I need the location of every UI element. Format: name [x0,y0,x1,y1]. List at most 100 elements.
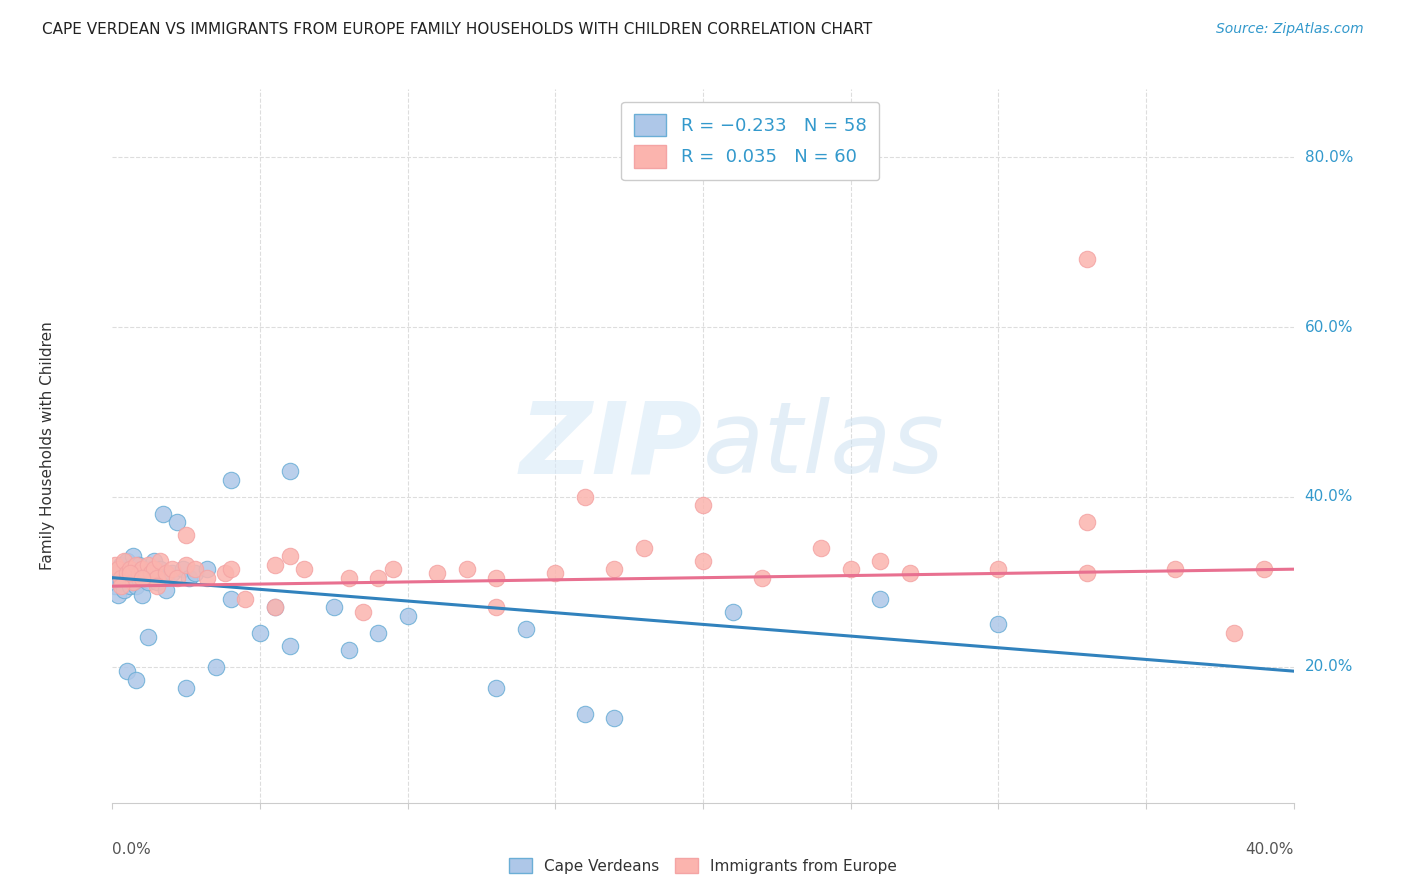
Point [574,706,596,721]
Point [1253,562,1275,576]
Point [692,554,714,568]
Point [122,574,145,589]
Point [117,664,138,678]
Point [104,571,127,585]
Text: 20.0%: 20.0% [1305,659,1353,674]
Point [869,554,891,568]
Point [136,630,159,644]
Point [128,558,150,572]
Point [166,571,188,585]
Point [278,549,301,564]
Point [120,562,142,576]
Point [112,583,135,598]
Point [987,617,1010,632]
Point [104,579,127,593]
Point [131,562,153,576]
Text: Family Households with Children: Family Households with Children [39,322,55,570]
Point [278,465,301,479]
Text: CAPE VERDEAN VS IMMIGRANTS FROM EUROPE FAMILY HOUSEHOLDS WITH CHILDREN CORRELATI: CAPE VERDEAN VS IMMIGRANTS FROM EUROPE F… [42,22,873,37]
Point [107,562,129,576]
Point [367,626,389,640]
Point [120,562,142,576]
Point [155,583,177,598]
Point [367,571,389,585]
Point [337,643,360,657]
Point [122,549,145,564]
Point [544,566,567,581]
Point [1076,252,1098,266]
Point [174,558,197,572]
Point [264,600,287,615]
Point [139,566,162,581]
Point [110,571,132,585]
Point [136,574,159,589]
Point [131,562,153,576]
Point [120,566,142,581]
Point [485,681,508,695]
Point [146,574,169,589]
Point [292,562,315,576]
Point [839,562,862,576]
Point [485,600,508,615]
Legend: R = −0.233   N = 58, R =  0.035   N = 60: R = −0.233 N = 58, R = 0.035 N = 60 [621,102,879,180]
Point [574,490,596,504]
Point [139,562,162,576]
Point [195,571,218,585]
Point [128,571,150,585]
Point [172,562,194,576]
Point [396,608,419,623]
Point [142,554,165,568]
Point [603,562,626,576]
Point [134,566,156,581]
Point [104,558,127,572]
Point [122,574,145,589]
Point [125,673,148,687]
Point [110,574,132,589]
Point [603,711,626,725]
Point [120,579,142,593]
Point [633,541,655,555]
Point [195,562,218,576]
Point [174,681,197,695]
Point [751,571,773,585]
Point [110,558,132,572]
Point [160,566,183,581]
Point [131,588,153,602]
Text: Source: ZipAtlas.com: Source: ZipAtlas.com [1216,22,1364,37]
Point [219,591,242,606]
Point [149,562,172,576]
Point [382,562,405,576]
Point [205,660,228,674]
Point [249,626,271,640]
Text: atlas: atlas [703,398,945,494]
Text: 40.0%: 40.0% [1246,842,1294,856]
Point [278,639,301,653]
Point [136,558,159,572]
Point [426,566,449,581]
Point [515,622,537,636]
Point [214,566,236,581]
Point [155,566,177,581]
Point [146,571,169,585]
Point [721,605,744,619]
Point [810,541,832,555]
Text: 80.0%: 80.0% [1305,150,1353,165]
Point [131,571,153,585]
Legend: Cape Verdeans, Immigrants from Europe: Cape Verdeans, Immigrants from Europe [503,852,903,880]
Point [219,562,242,576]
Point [184,566,207,581]
Point [1164,562,1187,576]
Point [155,571,177,585]
Text: 0.0%: 0.0% [112,842,152,856]
Point [110,579,132,593]
Point [128,566,150,581]
Point [692,499,714,513]
Point [107,588,129,602]
Point [112,571,135,585]
Point [869,591,891,606]
Point [125,579,148,593]
Point [110,562,132,576]
Point [160,562,183,576]
Point [149,554,172,568]
Point [323,600,346,615]
